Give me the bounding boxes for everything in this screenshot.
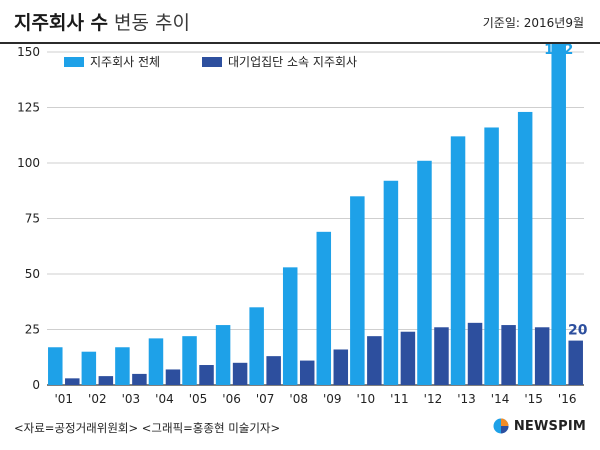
x-tick-label: '16 <box>558 392 577 406</box>
y-tick-label: 25 <box>25 323 40 337</box>
legend-swatch <box>64 57 84 67</box>
legend-label: 대기업집단 소속 지주회사 <box>228 55 357 69</box>
bar-total <box>350 196 365 385</box>
bar-chart: 0 25 50 75 100 125 150 '01 '02 '03 '04 '05 '06 '07 '08… <box>17 44 588 406</box>
y-tick-label: 50 <box>25 267 40 281</box>
brand-logo: NEWSPIM <box>493 418 586 434</box>
x-tick-label: '03 <box>122 392 141 406</box>
bar-total <box>115 347 130 385</box>
x-tick-label: '01 <box>54 392 73 406</box>
bar-total <box>48 347 63 385</box>
bar-total <box>417 160 432 385</box>
x-tick-label: '07 <box>256 392 275 406</box>
bar-conglomerate <box>434 327 449 385</box>
bar-conglomerate <box>65 378 80 385</box>
legend-swatch <box>202 57 222 67</box>
y-tick-label: 100 <box>17 156 40 170</box>
bar-conglomerate <box>199 365 214 385</box>
bar-total <box>182 336 197 385</box>
x-tick-label: '04 <box>155 392 174 406</box>
bar-conglomerate <box>333 349 349 385</box>
bar-total <box>450 136 466 385</box>
x-tick-label: '13 <box>457 392 476 406</box>
bar-conglomerate <box>568 340 583 385</box>
x-tick-label: '14 <box>491 392 510 406</box>
x-tick-label: '12 <box>424 392 443 406</box>
y-tick-label: 0 <box>32 378 40 392</box>
bar-conglomerate <box>98 376 114 385</box>
x-tick-label: '05 <box>189 392 208 406</box>
source-credit: <자료=공정거래위원회> <그래픽=홍종현 미술기자> <box>14 421 281 435</box>
bar-total <box>316 231 332 385</box>
bar-conglomerate <box>367 336 382 385</box>
bar-total <box>383 180 399 385</box>
y-tick-label: 75 <box>25 212 40 226</box>
bar-total <box>81 351 97 385</box>
bar-conglomerate <box>534 327 550 385</box>
base-date: 기준일: 2016년9월 <box>482 16 584 30</box>
bar-total <box>484 127 499 385</box>
x-tick-label: '11 <box>390 392 409 406</box>
chart-title: 지주회사 수 변동 추이 <box>14 8 190 38</box>
bar-conglomerate <box>132 373 147 385</box>
bar-conglomerate <box>232 362 248 385</box>
x-tick-label: '02 <box>88 392 107 406</box>
bar-conglomerate <box>467 322 483 385</box>
chart-title-main: 지주회사 수 <box>14 12 109 34</box>
bar-conglomerate <box>299 360 315 385</box>
bar-total <box>517 111 533 385</box>
y-tick-label: 150 <box>17 45 40 59</box>
x-tick-label: '15 <box>524 392 543 406</box>
brand-name: NEWSPIM <box>513 418 586 434</box>
title-divider <box>0 42 600 44</box>
bar-total <box>215 325 231 385</box>
x-tick-label: '08 <box>289 392 308 406</box>
y-tick-label: 125 <box>17 101 40 115</box>
bar-conglomerate <box>165 369 181 385</box>
bar-conglomerate <box>266 356 281 385</box>
bar-conglomerate <box>501 325 516 385</box>
bar-total <box>282 267 298 385</box>
x-tick-label: '10 <box>357 392 376 406</box>
data-label: 162 <box>544 44 573 58</box>
bar-total <box>551 44 566 386</box>
chart-title-sub: 변동 추이 <box>114 12 190 34</box>
x-tick-label: '09 <box>323 392 342 406</box>
x-tick-label: '06 <box>222 392 241 406</box>
newspim-logo-icon <box>493 418 509 434</box>
legend-label: 지주회사 전체 <box>90 55 160 69</box>
data-label: 20 <box>568 323 588 339</box>
bar-conglomerate <box>400 331 416 385</box>
bar-total <box>249 307 264 385</box>
bar-total <box>148 338 164 385</box>
